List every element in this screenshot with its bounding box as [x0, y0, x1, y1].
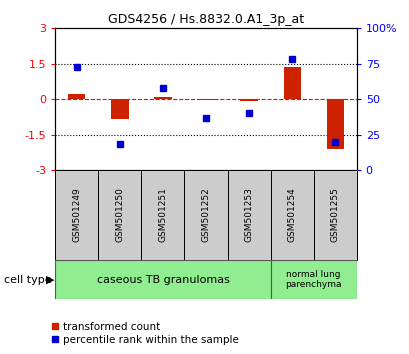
Bar	[111, 99, 128, 119]
Bar	[55, 170, 98, 260]
Bar	[141, 170, 184, 260]
Bar	[240, 99, 257, 102]
Text: GSM501252: GSM501252	[201, 188, 210, 242]
Text: GSM501253: GSM501253	[244, 188, 253, 242]
Text: GSM501250: GSM501250	[115, 188, 124, 242]
Text: normal lung
parenchyma: normal lung parenchyma	[285, 270, 341, 289]
Bar	[313, 170, 356, 260]
Bar	[154, 97, 171, 99]
Bar	[227, 170, 270, 260]
Bar	[68, 95, 85, 99]
Bar	[55, 260, 270, 299]
Bar	[270, 260, 356, 299]
Legend: transformed count, percentile rank within the sample: transformed count, percentile rank withi…	[46, 317, 242, 349]
Bar	[98, 170, 141, 260]
Text: GSM501249: GSM501249	[72, 188, 81, 242]
Text: ▶: ▶	[46, 275, 54, 285]
Text: GSM501255: GSM501255	[330, 188, 339, 242]
Bar	[184, 170, 227, 260]
Text: GSM501251: GSM501251	[158, 188, 167, 242]
Text: caseous TB granulomas: caseous TB granulomas	[96, 275, 229, 285]
Text: cell type: cell type	[4, 275, 52, 285]
Title: GDS4256 / Hs.8832.0.A1_3p_at: GDS4256 / Hs.8832.0.A1_3p_at	[108, 13, 303, 26]
Bar	[270, 170, 313, 260]
Bar	[326, 99, 343, 149]
Text: GSM501254: GSM501254	[287, 188, 296, 242]
Bar	[283, 67, 300, 99]
